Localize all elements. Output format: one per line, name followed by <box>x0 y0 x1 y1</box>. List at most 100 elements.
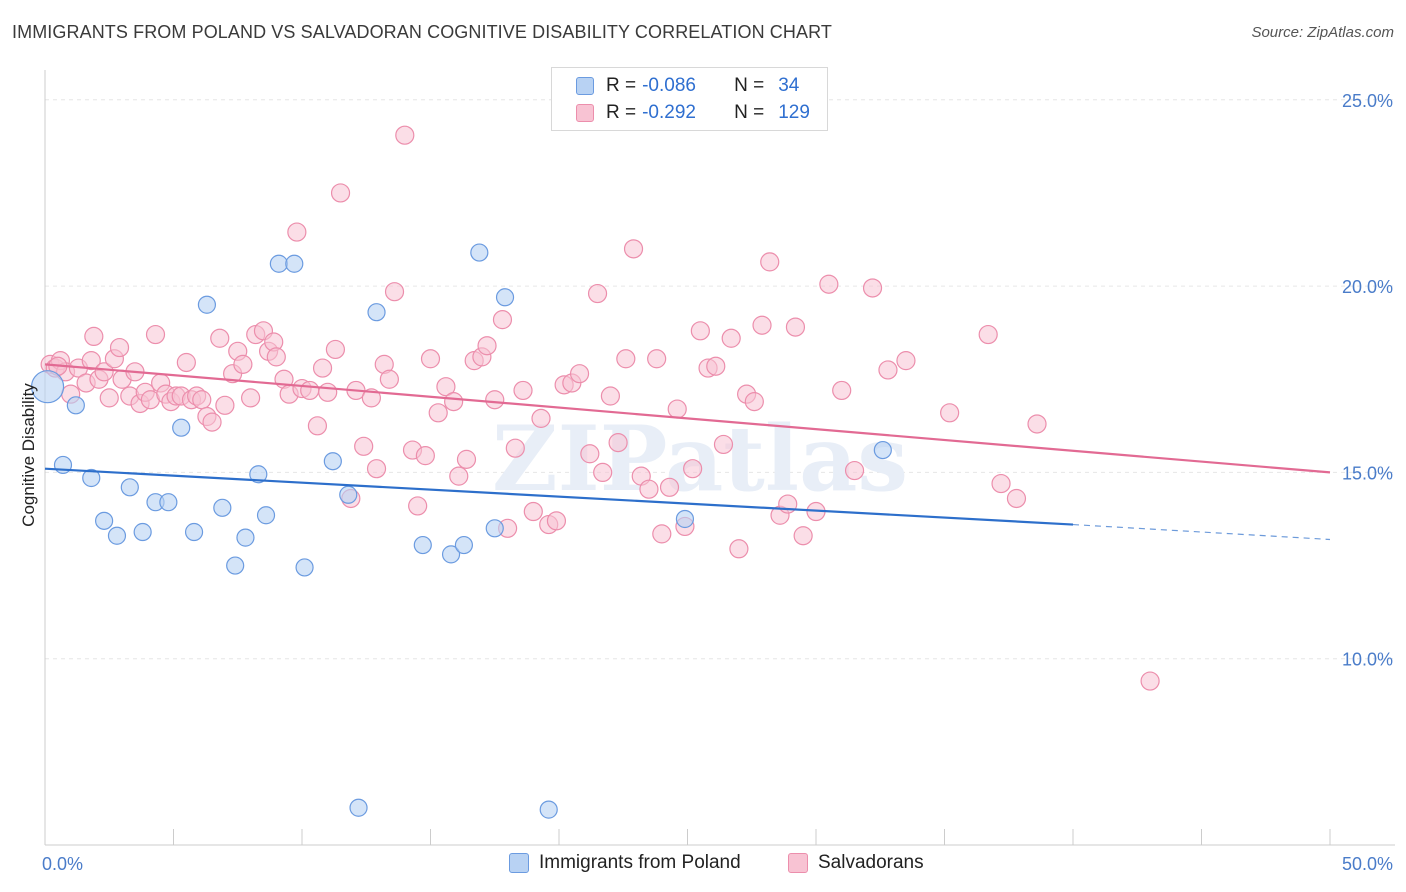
salvadorans-point <box>600 386 621 406</box>
salvadorans-point <box>991 473 1011 494</box>
salvadorans-point <box>456 449 477 469</box>
y-tick-label: 10.0% <box>1342 650 1393 670</box>
n-value: 129 <box>778 102 810 123</box>
salvadorans-point <box>428 403 448 423</box>
correlation-legend: R = -0.086 N = 34 R = -0.292 N = 129 <box>551 67 828 131</box>
salvadorans-point <box>449 466 469 486</box>
salvadorans-points <box>40 125 1160 691</box>
y-tick-label: 25.0% <box>1342 91 1393 111</box>
salvadorans-point <box>81 351 101 371</box>
legend-label: Salvadorans <box>818 852 924 873</box>
salvadorans-point <box>176 352 196 373</box>
salvadorans-point <box>444 392 464 412</box>
salvadorans-point <box>729 539 749 559</box>
legend-label: Immigrants from Poland <box>539 852 741 873</box>
poland-point <box>295 558 314 577</box>
salvadorans-point <box>608 432 628 453</box>
bottom-legend-poland: Immigrants from Poland <box>509 852 741 874</box>
salvadorans-point <box>683 459 703 479</box>
axes <box>44 70 1395 846</box>
watermark: ZIPatlas <box>492 406 908 512</box>
salvadorans-point <box>408 496 428 516</box>
poland-point <box>539 800 558 819</box>
salvadorans-point <box>366 459 387 479</box>
poland-point <box>470 243 489 262</box>
salvadorans-point <box>241 388 261 408</box>
salvadorans-point <box>210 328 230 348</box>
salvadorans-point <box>652 524 672 544</box>
salvadorans-point <box>647 349 667 369</box>
poland-point <box>133 522 152 542</box>
salvadorans-point <box>287 222 307 242</box>
salvadorans-point <box>300 380 320 401</box>
salvadorans-point <box>760 252 780 272</box>
y-tick-label: 15.0% <box>1342 463 1393 483</box>
salvadorans-point <box>436 377 456 397</box>
poland-point <box>349 798 368 817</box>
salvadorans-point <box>477 336 497 356</box>
poland-point <box>107 526 127 545</box>
salvadorans-point <box>531 408 551 428</box>
salvadorans-point <box>307 416 328 436</box>
salvadorans-point <box>752 315 772 335</box>
poland-point <box>159 493 178 512</box>
poland-point <box>367 303 386 322</box>
poland-point <box>285 254 304 273</box>
salvadorans-point <box>785 317 806 337</box>
poland-point <box>95 511 114 530</box>
x-tick-label: 50.0% <box>1342 854 1393 874</box>
poland-point <box>120 478 139 497</box>
gridlines <box>45 99 1395 660</box>
poland-point <box>675 509 695 529</box>
poland-point <box>226 556 245 575</box>
legend-row-poland: R = -0.086 N = 34 <box>576 74 799 98</box>
r-value: -0.292 <box>642 102 696 123</box>
salvadorans-point <box>215 395 235 415</box>
salvadorans-point <box>318 382 338 402</box>
poland-trend-extension <box>1072 523 1331 541</box>
salvadorans-point <box>492 310 513 330</box>
poland-point <box>184 522 204 542</box>
salvadorans-point <box>713 434 734 455</box>
salvadorans-point <box>330 183 351 203</box>
poland-point <box>269 254 288 273</box>
salvadorans-point <box>505 438 525 458</box>
salvadorans-point <box>109 337 130 358</box>
salvadorans-point <box>690 321 710 341</box>
salvadorans-point <box>1006 488 1027 509</box>
salvadorans-point <box>523 501 543 522</box>
legend-row-salvadorans: R = -0.292 N = 129 <box>576 101 810 125</box>
salvadorans-point <box>978 324 998 345</box>
poland-trend-line <box>44 467 1074 526</box>
salvadorans-point <box>485 390 505 410</box>
salvadorans-point <box>793 526 813 546</box>
chart-title: IMMIGRANTS FROM POLAND VS SALVADORAN COG… <box>12 22 832 42</box>
salvadorans-point <box>513 380 533 401</box>
poland-points <box>30 243 892 819</box>
poland-swatch <box>509 853 529 873</box>
poland-point <box>441 545 461 564</box>
salvadorans-point <box>354 436 374 456</box>
salvadorans-point <box>395 125 415 145</box>
salvadorans-point <box>233 354 253 374</box>
x-tick-label: 0.0% <box>42 854 83 874</box>
salvadorans-point <box>706 356 726 376</box>
salvadorans-point <box>1027 414 1047 434</box>
salvadorans-point <box>844 460 865 481</box>
salvadorans-point <box>420 349 441 369</box>
poland-point <box>249 465 268 484</box>
salvadorans-point <box>593 462 613 483</box>
salvadorans-point <box>546 511 567 531</box>
salvadorans-point <box>202 412 222 432</box>
n-value: 34 <box>778 75 800 96</box>
salvadorans-point <box>667 399 687 419</box>
poland-point <box>873 440 892 460</box>
poland-point <box>323 452 342 471</box>
r-label: R = <box>606 75 637 96</box>
y-axis-label: Cognitive Disability <box>19 383 38 527</box>
tick-labels: 10.0% 15.0% 20.0% 25.0% 0.0% 50.0% <box>42 91 1393 874</box>
salvadorans-point <box>587 283 608 304</box>
poland-swatch <box>576 77 594 95</box>
salvadorans-point <box>384 282 405 302</box>
